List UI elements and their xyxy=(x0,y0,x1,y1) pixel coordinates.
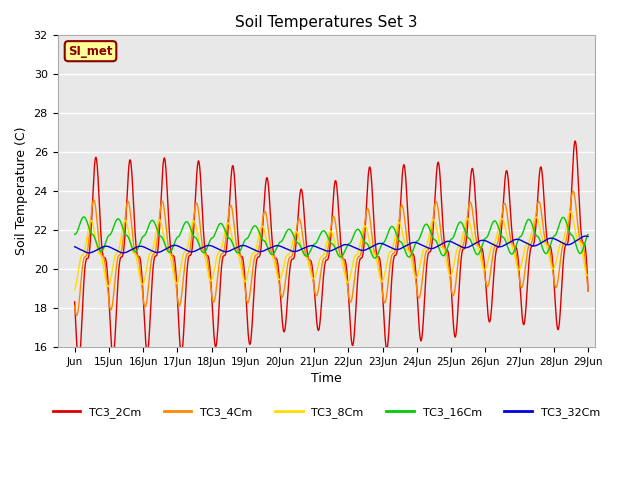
TC3_8Cm xyxy=(566,208,574,214)
TC3_8Cm xyxy=(234,250,241,256)
TC3_2Cm xyxy=(429,230,436,236)
TC3_32Cm xyxy=(584,234,592,240)
TC3_4Cm xyxy=(584,288,592,293)
Y-axis label: Soil Temperature (C): Soil Temperature (C) xyxy=(15,127,28,255)
TC3_4Cm xyxy=(456,246,464,252)
TC3_32Cm xyxy=(429,245,437,251)
TC3_16Cm xyxy=(80,214,88,220)
Title: Soil Temperatures Set 3: Soil Temperatures Set 3 xyxy=(235,15,417,30)
TC3_8Cm xyxy=(494,226,502,232)
Line: TC3_32Cm: TC3_32Cm xyxy=(75,236,588,253)
TC3_2Cm xyxy=(495,244,502,250)
TC3_2Cm xyxy=(572,138,579,144)
TC3_4Cm xyxy=(71,303,79,309)
TC3_16Cm xyxy=(71,231,79,237)
TC3_8Cm xyxy=(71,287,79,293)
TC3_16Cm xyxy=(495,225,502,230)
TC3_2Cm xyxy=(396,209,404,215)
X-axis label: Time: Time xyxy=(311,372,342,385)
TC3_2Cm xyxy=(429,228,437,233)
TC3_16Cm xyxy=(234,250,241,256)
TC3_2Cm xyxy=(584,288,592,294)
TC3_16Cm xyxy=(429,235,437,241)
TC3_16Cm xyxy=(371,255,379,261)
TC3_32Cm xyxy=(234,244,241,250)
TC3_2Cm xyxy=(456,265,464,271)
TC3_32Cm xyxy=(71,244,79,250)
TC3_4Cm xyxy=(234,249,241,255)
TC3_8Cm xyxy=(456,242,464,248)
TC3_4Cm xyxy=(429,216,436,222)
Line: TC3_4Cm: TC3_4Cm xyxy=(75,191,588,315)
TC3_16Cm xyxy=(457,219,465,225)
TC3_4Cm xyxy=(396,208,404,214)
TC3_2Cm xyxy=(71,299,79,305)
Line: TC3_8Cm: TC3_8Cm xyxy=(75,211,588,290)
TC3_4Cm xyxy=(569,188,577,194)
TC3_32Cm xyxy=(429,246,436,252)
TC3_16Cm xyxy=(584,231,592,237)
TC3_32Cm xyxy=(495,244,502,250)
TC3_8Cm xyxy=(429,217,436,223)
TC3_16Cm xyxy=(429,236,437,241)
TC3_4Cm xyxy=(495,238,502,243)
TC3_32Cm xyxy=(456,243,464,249)
TC3_32Cm xyxy=(85,250,93,256)
TC3_2Cm xyxy=(234,229,241,235)
TC3_4Cm xyxy=(429,215,437,221)
TC3_32Cm xyxy=(582,233,589,239)
Line: TC3_16Cm: TC3_16Cm xyxy=(75,217,588,258)
TC3_32Cm xyxy=(396,246,404,252)
TC3_2Cm xyxy=(75,359,83,365)
TC3_8Cm xyxy=(429,217,436,223)
Line: TC3_2Cm: TC3_2Cm xyxy=(75,141,588,362)
Legend: TC3_2Cm, TC3_4Cm, TC3_8Cm, TC3_16Cm, TC3_32Cm: TC3_2Cm, TC3_4Cm, TC3_8Cm, TC3_16Cm, TC3… xyxy=(48,402,604,422)
TC3_16Cm xyxy=(396,239,404,245)
Text: SI_met: SI_met xyxy=(68,45,113,58)
TC3_4Cm xyxy=(73,312,81,318)
TC3_8Cm xyxy=(584,272,592,278)
TC3_8Cm xyxy=(396,220,404,226)
